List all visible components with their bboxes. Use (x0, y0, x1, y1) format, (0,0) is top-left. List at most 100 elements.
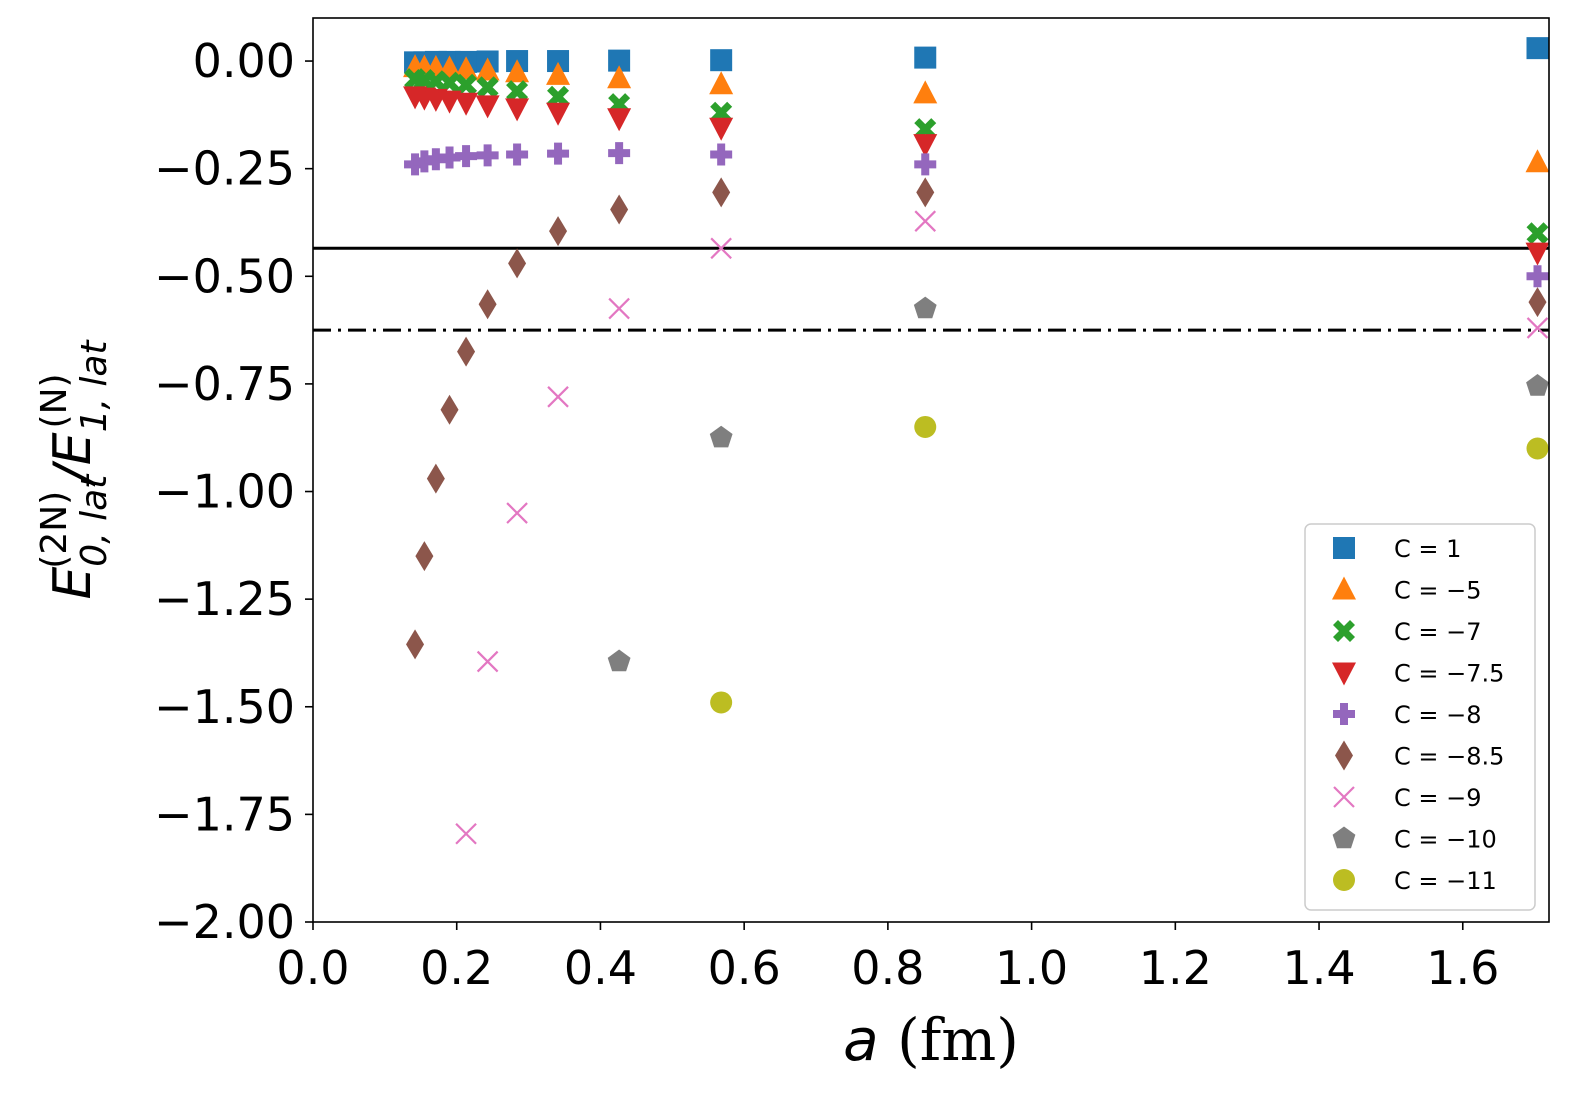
y-tick-label: −0.75 (154, 357, 295, 411)
x-tick-label: 1.0 (995, 941, 1068, 995)
data-point (710, 691, 733, 714)
data-point (610, 194, 629, 225)
legend: C = 1 C = −5 C = −7 C = −7.5 C = −8 C = −8.5 C… (1304, 523, 1536, 911)
y-tick-label: 0.00 (193, 34, 295, 88)
data-point (1526, 265, 1549, 288)
y-tick-label: −1.75 (154, 787, 295, 841)
data-point (1526, 317, 1549, 339)
data-point (438, 71, 461, 94)
data-point (914, 210, 937, 232)
legend-label-3: C = −7.5 (1394, 660, 1504, 688)
y-tick-label: −0.50 (154, 249, 295, 303)
data-point (913, 134, 938, 158)
data-point (546, 61, 571, 85)
y-axis-ticks: 0.00 −0.25 −0.50 −0.75 −1.00 −1.25 −1.50 −1.75 −… (154, 34, 313, 949)
x-tick-label: 0.4 (564, 941, 637, 995)
y-tick-label: −0.25 (154, 142, 295, 196)
data-point (712, 177, 731, 208)
data-point (608, 49, 631, 72)
legend-label-5: C = −8.5 (1394, 743, 1504, 771)
legend-marker-6 (1333, 786, 1355, 808)
x-tick-label: 0.8 (851, 941, 924, 995)
data-point (438, 146, 461, 169)
data-point (1526, 37, 1549, 60)
data-point (547, 50, 570, 73)
svg-text:E0, lat(2N)/E1, lat(N): E0, lat(2N)/E1, lat(N) (34, 339, 115, 600)
series-2 (404, 68, 1549, 245)
x-axis-label: a (fm) (843, 1006, 1019, 1074)
data-point (914, 153, 937, 176)
x-tick-label: 0.6 (708, 941, 781, 995)
data-point (710, 49, 733, 72)
x-axis-ticks: 0.0 0.2 0.4 0.6 0.8 1.0 1.2 1.4 1.6 (276, 922, 1499, 995)
x-tick-label: 1.2 (1139, 941, 1212, 995)
legend-marker-1 (1332, 576, 1356, 600)
data-point (608, 142, 631, 165)
y-axis-label: E0, lat(2N)/E1, lat(N) (34, 339, 115, 600)
data-point (607, 108, 632, 132)
data-point (476, 76, 499, 99)
legend-label-4: C = −8 (1394, 701, 1482, 729)
data-point (413, 150, 436, 173)
x-tick-label: 1.4 (1282, 941, 1355, 995)
data-point (454, 56, 479, 80)
data-point (1525, 242, 1550, 266)
legend-label-8: C = −11 (1394, 867, 1497, 895)
data-point (914, 46, 937, 69)
data-point (475, 95, 500, 119)
series-4 (404, 142, 1549, 288)
data-point (475, 57, 500, 81)
legend-marker-8 (1333, 869, 1355, 891)
data-point (710, 143, 733, 166)
legend-marker-3 (1332, 662, 1356, 686)
series-5 (406, 177, 1547, 660)
data-point (455, 73, 478, 96)
data-point (424, 148, 447, 171)
data-point (913, 80, 938, 104)
series-3 (403, 86, 1550, 266)
data-point (457, 336, 476, 367)
legend-marker-4 (1333, 703, 1355, 725)
data-point (506, 502, 528, 524)
legend-marker-7 (1332, 826, 1356, 849)
data-point (546, 102, 571, 126)
data-point (476, 144, 499, 167)
data-point (709, 425, 733, 448)
legend-label-1: C = −5 (1394, 577, 1482, 605)
x-tick-label: 0.2 (420, 941, 493, 995)
data-point (455, 145, 478, 168)
data-point (914, 415, 937, 438)
series-6 (455, 210, 1549, 845)
data-point (547, 142, 570, 165)
data-point (1528, 287, 1547, 318)
y-tick-label: −2.00 (154, 895, 295, 949)
x-tick-label: 1.6 (1426, 941, 1499, 995)
data-point (478, 289, 497, 320)
data-point (426, 463, 445, 494)
legend-label-7: C = −10 (1394, 826, 1497, 854)
series-8 (710, 415, 1549, 714)
data-point (547, 386, 569, 408)
y-tick-label: −1.50 (154, 680, 295, 734)
data-point (710, 237, 732, 260)
legend-marker-2 (1333, 620, 1355, 642)
data-point (547, 85, 570, 108)
y-tick-label: −1.25 (154, 572, 295, 626)
data-point (505, 98, 530, 122)
data-point (406, 629, 425, 660)
data-point (549, 216, 568, 247)
series-7 (607, 296, 1549, 672)
data-point (415, 541, 434, 572)
data-point (913, 296, 937, 319)
data-point (607, 65, 632, 89)
legend-marker-0 (1333, 537, 1355, 559)
data-point (1526, 374, 1549, 396)
data-point (506, 143, 529, 166)
data-point (506, 80, 529, 103)
x-tick-label: 0.0 (276, 941, 349, 995)
legend-label-0: C = 1 (1394, 535, 1461, 563)
y-tick-label: −1.00 (154, 465, 295, 519)
plot-frame (312, 17, 1550, 923)
data-point (455, 822, 477, 845)
